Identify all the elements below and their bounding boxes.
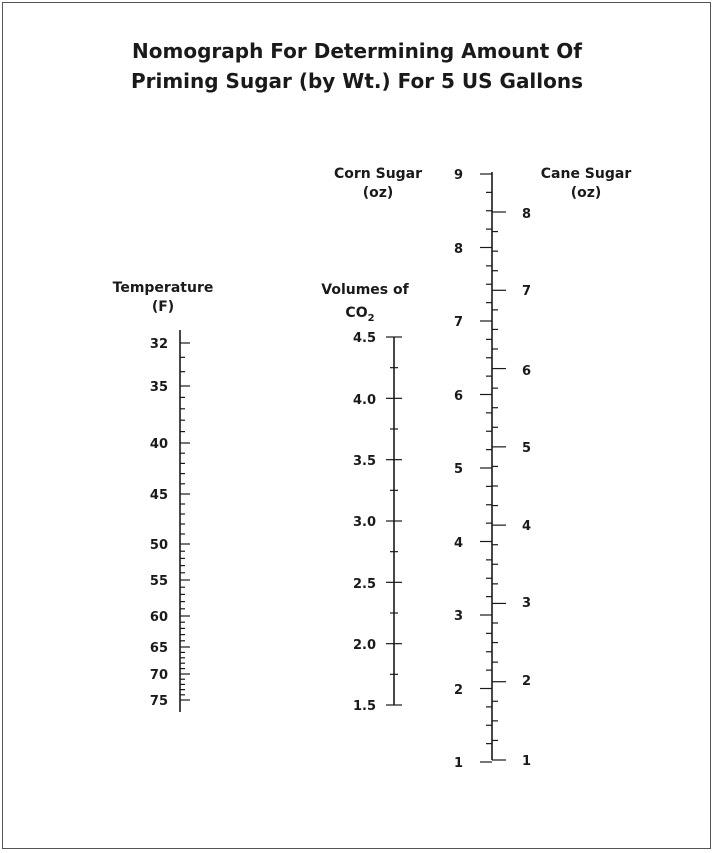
temperature-tick-label: 75 (150, 694, 168, 709)
cane-sugar-tick-label: 1 (522, 754, 531, 769)
co2-label: Volumes of (321, 282, 409, 298)
corn-sugar-tick-label: 2 (454, 683, 463, 698)
corn-sugar-tick-label: 5 (454, 462, 463, 477)
co2-tick-label: 4.5 (353, 331, 376, 346)
co2-tick-label: 3.0 (353, 515, 376, 530)
temperature-label: Temperature (113, 280, 214, 296)
temperature-tick-label: 70 (150, 668, 168, 683)
temperature-tick-label: 35 (150, 380, 168, 395)
co2-subscript: 2 (368, 313, 375, 324)
cane-sugar-ticks (492, 211, 506, 761)
cane-sugar-tick-label: 2 (522, 674, 531, 689)
title-line-1: Nomograph For Determining Amount Of (132, 39, 582, 63)
co2-tick-label: 1.5 (353, 699, 376, 714)
co2-tick-label: 2.0 (353, 638, 376, 653)
co2-unit: CO2 (345, 305, 374, 324)
corn-sugar-tick-label: 6 (454, 389, 463, 404)
co2-tick-label: 2.5 (353, 577, 376, 592)
title-line-2: Priming Sugar (by Wt.) For 5 US Gallons (131, 69, 583, 93)
temperature-tick-label: 60 (150, 610, 168, 625)
corn-sugar-tick-label: 4 (454, 536, 463, 551)
cane-sugar-label: Cane Sugar (541, 166, 632, 182)
cane-sugar-tick-label: 7 (522, 284, 531, 299)
co2-ticks (386, 336, 402, 706)
co2-tick-label: 3.5 (353, 454, 376, 469)
corn-sugar-tick-label: 3 (454, 609, 463, 624)
cane-sugar-tick-label: 8 (522, 207, 531, 222)
corn-sugar-tick-label: 1 (454, 756, 463, 771)
cane-sugar-tick-label: 6 (522, 364, 531, 379)
corn-sugar-unit: (oz) (363, 185, 394, 201)
temperature-tick-label: 32 (150, 337, 168, 352)
temperature-unit: (F) (152, 299, 174, 315)
cane-sugar-tick-label: 5 (522, 441, 531, 456)
co2-unit-text: CO (345, 305, 367, 321)
temperature-ticks (180, 342, 190, 701)
temperature-tick-label: 40 (150, 437, 168, 452)
temperature-tick-label: 45 (150, 488, 168, 503)
cane-sugar-tick-label: 3 (522, 596, 531, 611)
temperature-tick-label: 65 (150, 641, 168, 656)
temperature-tick-label: 55 (150, 574, 168, 589)
cane-sugar-unit: (oz) (571, 185, 602, 201)
corn-sugar-tick-label: 8 (454, 242, 463, 257)
corn-sugar-label: Corn Sugar (334, 166, 422, 182)
temperature-tick-label: 50 (150, 538, 168, 553)
co2-tick-label: 4.0 (353, 393, 376, 408)
corn-sugar-ticks (480, 173, 492, 763)
corn-sugar-tick-label: 7 (454, 315, 463, 330)
corn-sugar-tick-label: 9 (454, 168, 463, 183)
cane-sugar-tick-label: 4 (522, 519, 531, 534)
